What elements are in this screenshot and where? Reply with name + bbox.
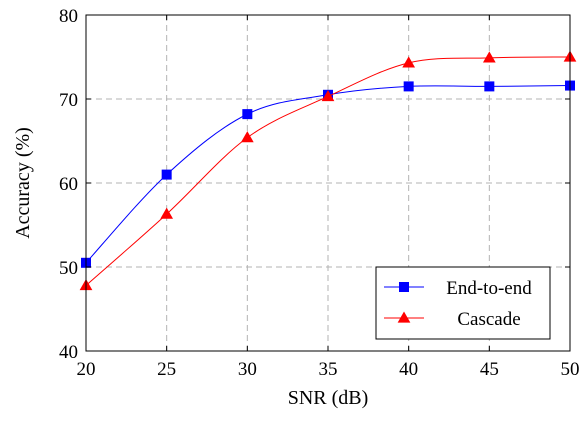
data-point-end-to-end: [242, 109, 253, 120]
data-point-cascade: [160, 207, 174, 219]
x-tick-label: 45: [480, 359, 499, 380]
data-point-end-to-end: [161, 169, 172, 180]
y-tick-label: 40: [59, 342, 78, 363]
data-point-cascade: [402, 56, 416, 68]
legend-entry-end-to-end: End-to-end: [384, 278, 532, 299]
y-tick-label: 60: [59, 174, 78, 195]
data-point-end-to-end: [403, 81, 414, 92]
data-point-end-to-end: [484, 81, 495, 92]
legend-marker-end-to-end: [399, 282, 409, 292]
x-tick-label: 30: [238, 359, 257, 380]
x-tick-label: 35: [319, 359, 338, 380]
legend-label-cascade: Cascade: [457, 309, 520, 330]
data-point-cascade: [482, 51, 496, 63]
legend-entry-cascade: Cascade: [384, 309, 521, 330]
y-axis-label: Accuracy (%): [12, 127, 34, 239]
x-tick-label: 40: [399, 359, 418, 380]
x-tick-label: 20: [77, 359, 96, 380]
data-point-cascade: [321, 89, 335, 102]
legend-marker-cascade: [397, 311, 411, 323]
ticks: 20 25 30 35 40 45 50 40 50 60 70 80: [59, 6, 580, 380]
data-point-cascade: [240, 131, 254, 143]
x-tick-label: 50: [561, 359, 580, 380]
legend-box: [375, 266, 551, 340]
y-tick-label: 70: [59, 90, 78, 111]
x-axis-label: SNR (dB): [288, 387, 369, 409]
y-tick-label: 80: [59, 6, 78, 27]
legend-label-end-to-end: End-to-end: [446, 278, 532, 299]
legend: End-to-end Cascade: [375, 266, 551, 340]
y-tick-label: 50: [59, 258, 78, 279]
x-tick-label: 25: [157, 359, 176, 380]
